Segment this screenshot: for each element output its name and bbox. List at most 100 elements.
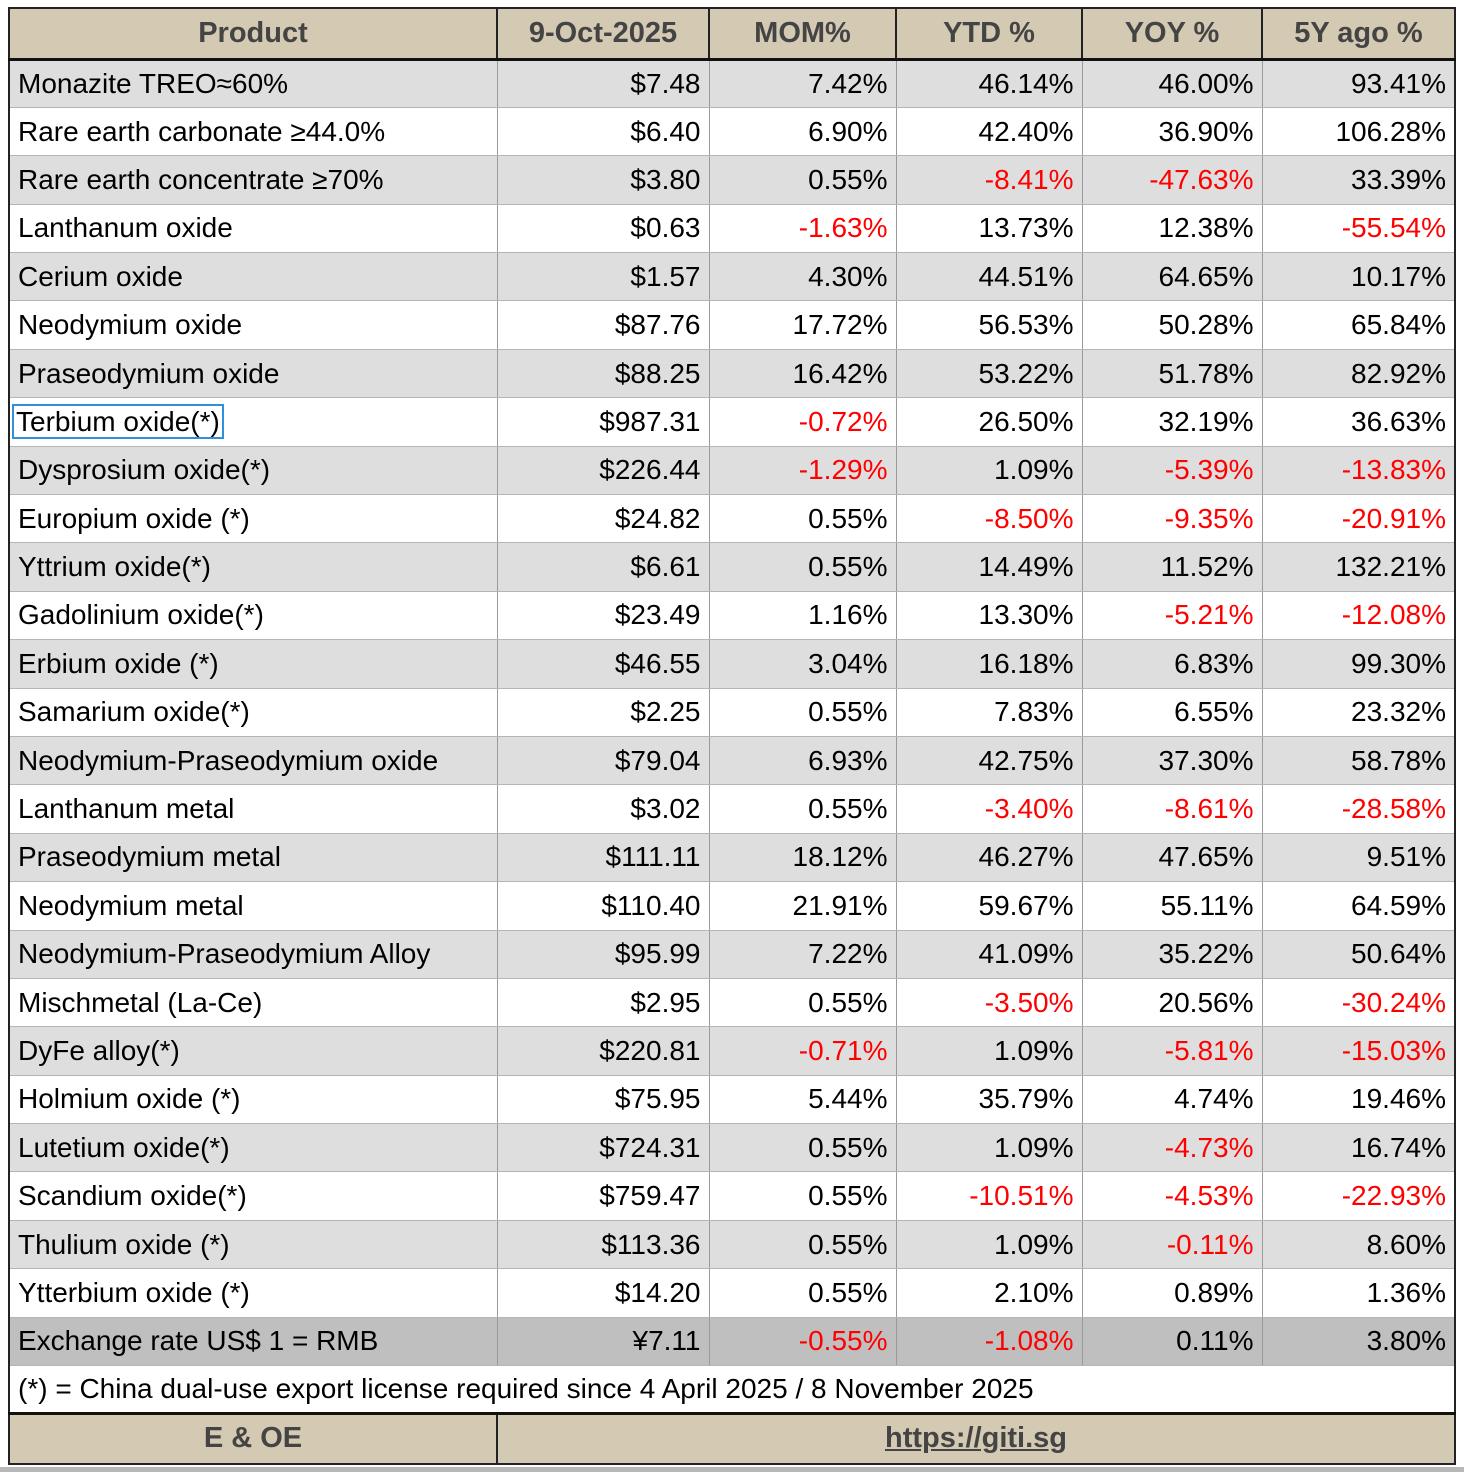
price-cell[interactable]: $87.76	[496, 300, 710, 350]
product-cell[interactable]: Lanthanum metal	[8, 784, 498, 834]
product-cell[interactable]: Neodymium metal	[8, 881, 498, 931]
five-year-cell[interactable]: 9.51%	[1261, 832, 1456, 883]
five-year-cell[interactable]: 64.59%	[1261, 881, 1456, 931]
header-ytd[interactable]: YTD %	[895, 7, 1083, 61]
price-cell[interactable]: $110.40	[496, 881, 710, 931]
header-date[interactable]: 9-Oct-2025	[496, 7, 710, 61]
mom-cell[interactable]: -1.63%	[708, 203, 897, 254]
ytd-cell[interactable]: 44.51%	[895, 252, 1083, 302]
five-year-cell[interactable]: 1.36%	[1261, 1268, 1456, 1318]
yoy-cell[interactable]: 0.89%	[1081, 1268, 1263, 1318]
mom-cell[interactable]: 0.55%	[708, 1268, 897, 1318]
price-cell[interactable]: $3.80	[496, 155, 710, 205]
yoy-cell[interactable]: -5.21%	[1081, 590, 1263, 641]
mom-cell[interactable]: 0.55%	[708, 542, 897, 592]
five-year-cell[interactable]: 58.78%	[1261, 735, 1456, 786]
price-cell[interactable]: $113.36	[496, 1219, 710, 1270]
mom-cell[interactable]: 0.55%	[708, 494, 897, 544]
five-year-cell[interactable]: -12.08%	[1261, 590, 1456, 641]
five-year-cell[interactable]: 132.21%	[1261, 542, 1456, 592]
price-cell[interactable]: $6.61	[496, 542, 710, 592]
mom-cell[interactable]: -0.71%	[708, 1026, 897, 1076]
price-cell[interactable]: $1.57	[496, 252, 710, 302]
five-year-cell[interactable]: -13.83%	[1261, 445, 1456, 496]
mom-cell[interactable]: 6.93%	[708, 735, 897, 786]
five-year-cell[interactable]: -30.24%	[1261, 977, 1456, 1028]
ytd-cell[interactable]: 26.50%	[895, 397, 1083, 447]
mom-cell[interactable]: -0.72%	[708, 397, 897, 447]
yoy-cell[interactable]: 0.11%	[1081, 1316, 1263, 1367]
website-cell[interactable]: https://giti.sg	[496, 1412, 1456, 1465]
price-cell[interactable]: $724.31	[496, 1123, 710, 1173]
price-cell[interactable]: $0.63	[496, 203, 710, 254]
mom-cell[interactable]: 7.22%	[708, 929, 897, 979]
yoy-cell[interactable]: -4.73%	[1081, 1123, 1263, 1173]
five-year-cell[interactable]: 8.60%	[1261, 1219, 1456, 1270]
mom-cell[interactable]: 16.42%	[708, 348, 897, 399]
product-cell[interactable]: Neodymium-Praseodymium oxide	[8, 735, 498, 786]
five-year-cell[interactable]: 106.28%	[1261, 106, 1456, 157]
product-cell[interactable]: Dysprosium oxide(*)	[8, 445, 498, 496]
ytd-cell[interactable]: -3.50%	[895, 977, 1083, 1028]
yoy-cell[interactable]: 12.38%	[1081, 203, 1263, 254]
price-cell[interactable]: $95.99	[496, 929, 710, 979]
yoy-cell[interactable]: 11.52%	[1081, 542, 1263, 592]
yoy-cell[interactable]: -0.11%	[1081, 1219, 1263, 1270]
product-cell[interactable]: DyFe alloy(*)	[8, 1026, 498, 1076]
ytd-cell[interactable]: 35.79%	[895, 1074, 1083, 1125]
yoy-cell[interactable]: 55.11%	[1081, 881, 1263, 931]
five-year-cell[interactable]: -28.58%	[1261, 784, 1456, 834]
yoy-cell[interactable]: 64.65%	[1081, 252, 1263, 302]
price-cell[interactable]: $79.04	[496, 735, 710, 786]
price-cell[interactable]: $2.95	[496, 977, 710, 1028]
product-cell[interactable]: Terbium oxide(*)	[8, 397, 498, 447]
five-year-cell[interactable]: 3.80%	[1261, 1316, 1456, 1367]
product-cell[interactable]: Scandium oxide(*)	[8, 1171, 498, 1221]
ytd-cell[interactable]: 42.40%	[895, 106, 1083, 157]
mom-cell[interactable]: 0.55%	[708, 1219, 897, 1270]
footnote-cell[interactable]: (*) = China dual-use export license requ…	[8, 1365, 1456, 1416]
ytd-cell[interactable]: -8.50%	[895, 494, 1083, 544]
five-year-cell[interactable]: -20.91%	[1261, 494, 1456, 544]
yoy-cell[interactable]: 37.30%	[1081, 735, 1263, 786]
ytd-cell[interactable]: 13.73%	[895, 203, 1083, 254]
ytd-cell[interactable]: 1.09%	[895, 1026, 1083, 1076]
mom-cell[interactable]: 0.55%	[708, 1123, 897, 1173]
product-cell[interactable]: Holmium oxide (*)	[8, 1074, 498, 1125]
ytd-cell[interactable]: -1.08%	[895, 1316, 1083, 1367]
five-year-cell[interactable]: 19.46%	[1261, 1074, 1456, 1125]
price-cell[interactable]: $759.47	[496, 1171, 710, 1221]
ytd-cell[interactable]: -8.41%	[895, 155, 1083, 205]
five-year-cell[interactable]: 65.84%	[1261, 300, 1456, 350]
price-cell[interactable]: $75.95	[496, 1074, 710, 1125]
five-year-cell[interactable]: 16.74%	[1261, 1123, 1456, 1173]
ytd-cell[interactable]: 1.09%	[895, 445, 1083, 496]
mom-cell[interactable]: 5.44%	[708, 1074, 897, 1125]
price-cell[interactable]: $2.25	[496, 687, 710, 737]
product-cell[interactable]: Ytterbium oxide (*)	[8, 1268, 498, 1318]
mom-cell[interactable]: 21.91%	[708, 881, 897, 931]
mom-cell[interactable]: 0.55%	[708, 1171, 897, 1221]
mom-cell[interactable]: -1.29%	[708, 445, 897, 496]
yoy-cell[interactable]: 6.83%	[1081, 639, 1263, 689]
product-cell[interactable]: Rare earth concentrate ≥70%	[8, 155, 498, 205]
five-year-cell[interactable]: -22.93%	[1261, 1171, 1456, 1221]
product-cell[interactable]: Praseodymium oxide	[8, 348, 498, 399]
mom-cell[interactable]: 4.30%	[708, 252, 897, 302]
yoy-cell[interactable]: 20.56%	[1081, 977, 1263, 1028]
ytd-cell[interactable]: 46.14%	[895, 58, 1083, 108]
yoy-cell[interactable]: -4.53%	[1081, 1171, 1263, 1221]
mom-cell[interactable]: 0.55%	[708, 687, 897, 737]
price-cell[interactable]: $14.20	[496, 1268, 710, 1318]
price-cell[interactable]: $220.81	[496, 1026, 710, 1076]
header-product[interactable]: Product	[8, 7, 498, 61]
product-cell[interactable]: Europium oxide (*)	[8, 494, 498, 544]
mom-cell[interactable]: -0.55%	[708, 1316, 897, 1367]
ytd-cell[interactable]: 16.18%	[895, 639, 1083, 689]
mom-cell[interactable]: 6.90%	[708, 106, 897, 157]
product-cell[interactable]: Erbium oxide (*)	[8, 639, 498, 689]
header-yoy[interactable]: YOY %	[1081, 7, 1263, 61]
yoy-cell[interactable]: 36.90%	[1081, 106, 1263, 157]
yoy-cell[interactable]: -8.61%	[1081, 784, 1263, 834]
ytd-cell[interactable]: -3.40%	[895, 784, 1083, 834]
